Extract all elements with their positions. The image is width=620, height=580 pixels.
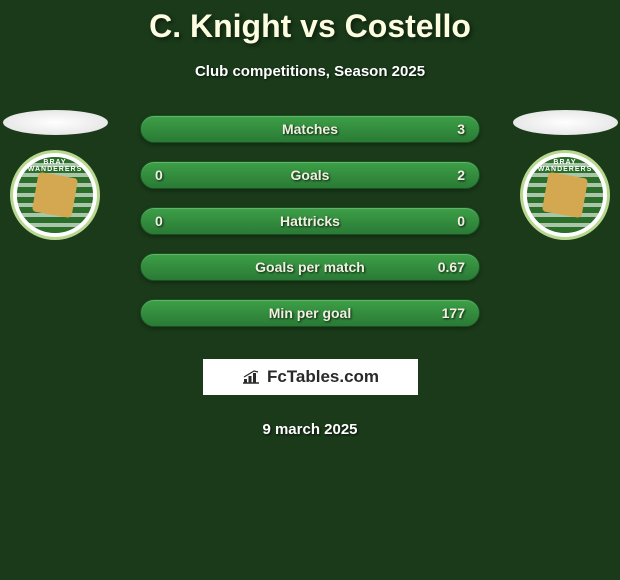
branding-box[interactable]: FcTables.com [203, 359, 418, 395]
player-left-column: BRAY WANDERERS [0, 110, 110, 240]
stat-row-matches: Matches 3 [140, 115, 480, 143]
badge-left-text: BRAY WANDERERS [17, 159, 93, 173]
stat-left-value: 0 [155, 167, 205, 183]
stats-container: Matches 3 0 Goals 2 0 Hattricks 0 Goals … [140, 115, 480, 327]
stat-label: Matches [282, 121, 338, 137]
stat-label: Goals [291, 167, 330, 183]
stat-right-value: 0.67 [415, 259, 465, 275]
chart-icon [241, 369, 261, 385]
player-left-silhouette [3, 110, 108, 135]
stat-label: Hattricks [280, 213, 340, 229]
content-area: BRAY WANDERERS BRAY WANDERERS Matches 3 [0, 115, 620, 327]
club-badge-right: BRAY WANDERERS [520, 150, 610, 240]
stat-right-value: 177 [415, 305, 465, 321]
stat-right-value: 0 [415, 213, 465, 229]
stat-label: Goals per match [255, 259, 365, 275]
stat-label: Min per goal [269, 305, 351, 321]
stat-row-hattricks: 0 Hattricks 0 [140, 207, 480, 235]
club-badge-left: BRAY WANDERERS [10, 150, 100, 240]
badge-right-text: BRAY WANDERERS [527, 159, 603, 173]
subtitle: Club competitions, Season 2025 [0, 63, 620, 80]
page-title: C. Knight vs Costello [0, 8, 620, 45]
stat-row-min-per-goal: Min per goal 177 [140, 299, 480, 327]
stat-right-value: 3 [415, 121, 465, 137]
date-text: 9 march 2025 [0, 421, 620, 438]
stat-row-goals: 0 Goals 2 [140, 161, 480, 189]
stat-right-value: 2 [415, 167, 465, 183]
player-right-column: BRAY WANDERERS [510, 110, 620, 240]
player-right-silhouette [513, 110, 618, 135]
stat-left-value: 0 [155, 213, 205, 229]
comparison-widget: C. Knight vs Costello Club competitions,… [0, 0, 620, 438]
branding-text: FcTables.com [267, 367, 379, 387]
stat-row-goals-per-match: Goals per match 0.67 [140, 253, 480, 281]
